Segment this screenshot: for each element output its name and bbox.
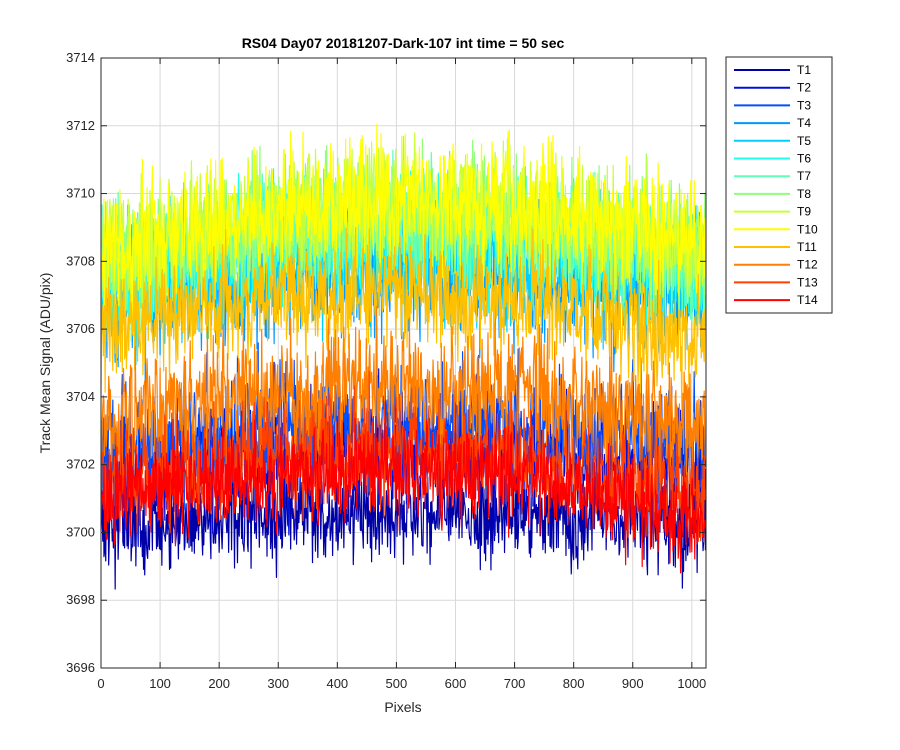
- y-tick-label: 3714: [66, 50, 95, 65]
- y-tick-label: 3712: [66, 118, 95, 133]
- legend-label-t2: T2: [797, 81, 811, 95]
- y-tick-label: 3696: [66, 660, 95, 675]
- x-axis-label: Pixels: [384, 699, 421, 715]
- y-tick-label: 3700: [66, 524, 95, 539]
- plot-frame: [100, 57, 707, 669]
- x-tick-label: 0: [97, 676, 104, 691]
- y-tick-label: 3702: [66, 457, 95, 472]
- legend-label-t1: T1: [797, 63, 811, 77]
- axis-ticks: 0 100 200 300 400 500 600 700 800 900 1000 3696 3698…: [66, 50, 706, 691]
- series-line-t12: [101, 305, 706, 502]
- legend-label-t8: T8: [797, 187, 811, 201]
- legend: T1 T2 T3 T4 T5 T6 T7 T8 T9 T10 T11 T12 T13 T14: [725, 56, 833, 314]
- y-tick-label: 3698: [66, 592, 95, 607]
- y-tick-label: 3708: [66, 253, 95, 268]
- y-axis-label: Track Mean Signal (ADU/pix): [37, 273, 53, 454]
- legend-label-t10: T10: [797, 222, 818, 236]
- x-tick-label: 600: [445, 676, 467, 691]
- legend-label-t9: T9: [797, 205, 811, 219]
- chart-title: RS04 Day07 20181207-Dark-107 int time = …: [242, 35, 565, 51]
- x-tick-label: 300: [267, 676, 289, 691]
- y-tick-label: 3710: [66, 186, 95, 201]
- legend-label-t11: T11: [797, 240, 817, 254]
- x-tick-label: 500: [386, 676, 408, 691]
- y-tick-label: 3706: [66, 321, 95, 336]
- legend-label-t14: T14: [797, 293, 818, 307]
- series-line-t10: [101, 123, 706, 330]
- legend-label-t7: T7: [797, 169, 811, 183]
- series-line-t9: [101, 132, 706, 334]
- series-lines: [101, 123, 706, 590]
- x-tick-label: 200: [208, 676, 230, 691]
- legend-label-t13: T13: [797, 275, 818, 289]
- legend-label-t12: T12: [797, 258, 818, 272]
- x-tick-label: 900: [622, 676, 644, 691]
- x-tick-label: 1000: [677, 676, 706, 691]
- legend-label-t6: T6: [797, 152, 811, 166]
- x-tick-label: 100: [149, 676, 171, 691]
- x-tick-label: 400: [326, 676, 348, 691]
- x-tick-label: 800: [563, 676, 585, 691]
- legend-box: [725, 56, 833, 314]
- legend-label-t4: T4: [797, 116, 811, 130]
- legend-label-t3: T3: [797, 98, 811, 112]
- series-line-t14: [101, 400, 706, 574]
- legend-label-t5: T5: [797, 134, 811, 148]
- y-tick-label: 3704: [66, 389, 95, 404]
- series-line-t11: [101, 226, 706, 419]
- x-tick-label: 700: [504, 676, 526, 691]
